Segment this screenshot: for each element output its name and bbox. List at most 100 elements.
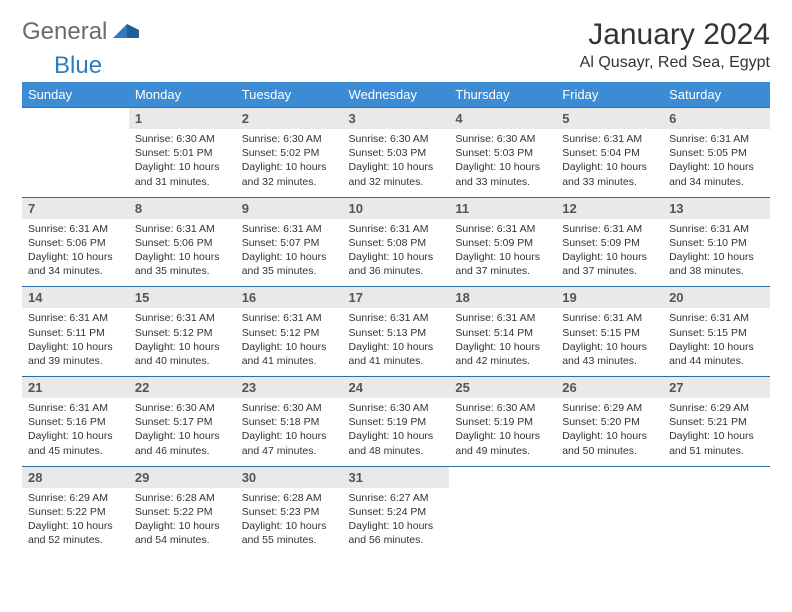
calendar-cell: 4Sunrise: 6:30 AMSunset: 5:03 PMDaylight… — [449, 108, 556, 198]
day-number: 20 — [663, 287, 770, 308]
calendar-cell: 31Sunrise: 6:27 AMSunset: 5:24 PMDayligh… — [343, 466, 450, 555]
calendar-cell: 20Sunrise: 6:31 AMSunset: 5:15 PMDayligh… — [663, 287, 770, 377]
day-number: 25 — [449, 377, 556, 398]
header: General January 2024 Al Qusayr, Red Sea,… — [22, 18, 770, 72]
calendar-cell: 25Sunrise: 6:30 AMSunset: 5:19 PMDayligh… — [449, 377, 556, 467]
calendar-cell: 8Sunrise: 6:31 AMSunset: 5:06 PMDaylight… — [129, 197, 236, 287]
day-details: Sunrise: 6:31 AMSunset: 5:06 PMDaylight:… — [22, 219, 129, 287]
calendar-cell: 11Sunrise: 6:31 AMSunset: 5:09 PMDayligh… — [449, 197, 556, 287]
day-number: 30 — [236, 467, 343, 488]
calendar-cell: 19Sunrise: 6:31 AMSunset: 5:15 PMDayligh… — [556, 287, 663, 377]
calendar-cell: 6Sunrise: 6:31 AMSunset: 5:05 PMDaylight… — [663, 108, 770, 198]
day-details: Sunrise: 6:30 AMSunset: 5:18 PMDaylight:… — [236, 398, 343, 466]
day-number: 9 — [236, 198, 343, 219]
day-number: 22 — [129, 377, 236, 398]
day-number: 12 — [556, 198, 663, 219]
brand-text-general: General — [22, 18, 107, 46]
calendar-cell: 22Sunrise: 6:30 AMSunset: 5:17 PMDayligh… — [129, 377, 236, 467]
day-number: 6 — [663, 108, 770, 129]
weekday-header: Monday — [129, 82, 236, 108]
day-details: Sunrise: 6:31 AMSunset: 5:15 PMDaylight:… — [663, 308, 770, 376]
day-number: 26 — [556, 377, 663, 398]
weekday-header: Tuesday — [236, 82, 343, 108]
calendar-cell: 10Sunrise: 6:31 AMSunset: 5:08 PMDayligh… — [343, 197, 450, 287]
calendar-cell: 26Sunrise: 6:29 AMSunset: 5:20 PMDayligh… — [556, 377, 663, 467]
day-details: Sunrise: 6:31 AMSunset: 5:09 PMDaylight:… — [449, 219, 556, 287]
calendar-row: 1Sunrise: 6:30 AMSunset: 5:01 PMDaylight… — [22, 108, 770, 198]
calendar-cell: 13Sunrise: 6:31 AMSunset: 5:10 PMDayligh… — [663, 197, 770, 287]
day-details: Sunrise: 6:31 AMSunset: 5:05 PMDaylight:… — [663, 129, 770, 197]
day-details: Sunrise: 6:31 AMSunset: 5:07 PMDaylight:… — [236, 219, 343, 287]
calendar-cell: 18Sunrise: 6:31 AMSunset: 5:14 PMDayligh… — [449, 287, 556, 377]
calendar-cell: 12Sunrise: 6:31 AMSunset: 5:09 PMDayligh… — [556, 197, 663, 287]
calendar-cell: 21Sunrise: 6:31 AMSunset: 5:16 PMDayligh… — [22, 377, 129, 467]
day-number: 13 — [663, 198, 770, 219]
day-details: Sunrise: 6:30 AMSunset: 5:19 PMDaylight:… — [343, 398, 450, 466]
day-number: 27 — [663, 377, 770, 398]
calendar-cell — [22, 108, 129, 198]
day-number: 3 — [343, 108, 450, 129]
day-details: Sunrise: 6:31 AMSunset: 5:09 PMDaylight:… — [556, 219, 663, 287]
day-details: Sunrise: 6:29 AMSunset: 5:22 PMDaylight:… — [22, 488, 129, 556]
day-details: Sunrise: 6:31 AMSunset: 5:13 PMDaylight:… — [343, 308, 450, 376]
day-details: Sunrise: 6:31 AMSunset: 5:12 PMDaylight:… — [236, 308, 343, 376]
calendar-cell: 2Sunrise: 6:30 AMSunset: 5:02 PMDaylight… — [236, 108, 343, 198]
day-number: 15 — [129, 287, 236, 308]
calendar-cell — [556, 466, 663, 555]
day-details: Sunrise: 6:30 AMSunset: 5:17 PMDaylight:… — [129, 398, 236, 466]
day-number: 16 — [236, 287, 343, 308]
calendar-cell: 3Sunrise: 6:30 AMSunset: 5:03 PMDaylight… — [343, 108, 450, 198]
day-number: 21 — [22, 377, 129, 398]
calendar-cell: 5Sunrise: 6:31 AMSunset: 5:04 PMDaylight… — [556, 108, 663, 198]
calendar-body: 1Sunrise: 6:30 AMSunset: 5:01 PMDaylight… — [22, 108, 770, 556]
day-number: 23 — [236, 377, 343, 398]
day-number: 2 — [236, 108, 343, 129]
day-number: 8 — [129, 198, 236, 219]
day-details: Sunrise: 6:29 AMSunset: 5:20 PMDaylight:… — [556, 398, 663, 466]
title-block: January 2024 Al Qusayr, Red Sea, Egypt — [580, 18, 770, 72]
day-details: Sunrise: 6:31 AMSunset: 5:08 PMDaylight:… — [343, 219, 450, 287]
day-number: 7 — [22, 198, 129, 219]
day-number: 5 — [556, 108, 663, 129]
calendar-row: 21Sunrise: 6:31 AMSunset: 5:16 PMDayligh… — [22, 377, 770, 467]
day-number: 1 — [129, 108, 236, 129]
day-details: Sunrise: 6:27 AMSunset: 5:24 PMDaylight:… — [343, 488, 450, 556]
calendar-cell: 15Sunrise: 6:31 AMSunset: 5:12 PMDayligh… — [129, 287, 236, 377]
day-number: 28 — [22, 467, 129, 488]
calendar-cell: 24Sunrise: 6:30 AMSunset: 5:19 PMDayligh… — [343, 377, 450, 467]
day-details: Sunrise: 6:31 AMSunset: 5:12 PMDaylight:… — [129, 308, 236, 376]
day-details: Sunrise: 6:31 AMSunset: 5:15 PMDaylight:… — [556, 308, 663, 376]
location-text: Al Qusayr, Red Sea, Egypt — [580, 54, 770, 72]
calendar-cell: 9Sunrise: 6:31 AMSunset: 5:07 PMDaylight… — [236, 197, 343, 287]
day-details: Sunrise: 6:30 AMSunset: 5:01 PMDaylight:… — [129, 129, 236, 197]
weekday-header: Friday — [556, 82, 663, 108]
day-number: 29 — [129, 467, 236, 488]
day-details: Sunrise: 6:30 AMSunset: 5:02 PMDaylight:… — [236, 129, 343, 197]
day-number: 17 — [343, 287, 450, 308]
day-number: 4 — [449, 108, 556, 129]
calendar-cell: 14Sunrise: 6:31 AMSunset: 5:11 PMDayligh… — [22, 287, 129, 377]
day-details: Sunrise: 6:28 AMSunset: 5:23 PMDaylight:… — [236, 488, 343, 556]
day-number: 14 — [22, 287, 129, 308]
calendar-row: 7Sunrise: 6:31 AMSunset: 5:06 PMDaylight… — [22, 197, 770, 287]
brand-text-blue: Blue — [54, 52, 102, 80]
day-number: 19 — [556, 287, 663, 308]
weekday-header: Saturday — [663, 82, 770, 108]
day-details: Sunrise: 6:31 AMSunset: 5:04 PMDaylight:… — [556, 129, 663, 197]
calendar-table: SundayMondayTuesdayWednesdayThursdayFrid… — [22, 82, 770, 555]
calendar-cell: 30Sunrise: 6:28 AMSunset: 5:23 PMDayligh… — [236, 466, 343, 555]
day-details: Sunrise: 6:29 AMSunset: 5:21 PMDaylight:… — [663, 398, 770, 466]
calendar-cell: 7Sunrise: 6:31 AMSunset: 5:06 PMDaylight… — [22, 197, 129, 287]
calendar-row: 14Sunrise: 6:31 AMSunset: 5:11 PMDayligh… — [22, 287, 770, 377]
day-details: Sunrise: 6:31 AMSunset: 5:06 PMDaylight:… — [129, 219, 236, 287]
day-number: 24 — [343, 377, 450, 398]
calendar-cell — [449, 466, 556, 555]
day-details: Sunrise: 6:28 AMSunset: 5:22 PMDaylight:… — [129, 488, 236, 556]
month-title: January 2024 — [580, 18, 770, 52]
calendar-cell: 28Sunrise: 6:29 AMSunset: 5:22 PMDayligh… — [22, 466, 129, 555]
weekday-header: Sunday — [22, 82, 129, 108]
weekday-header: Wednesday — [343, 82, 450, 108]
calendar-row: 28Sunrise: 6:29 AMSunset: 5:22 PMDayligh… — [22, 466, 770, 555]
day-details: Sunrise: 6:30 AMSunset: 5:03 PMDaylight:… — [343, 129, 450, 197]
day-details: Sunrise: 6:31 AMSunset: 5:10 PMDaylight:… — [663, 219, 770, 287]
